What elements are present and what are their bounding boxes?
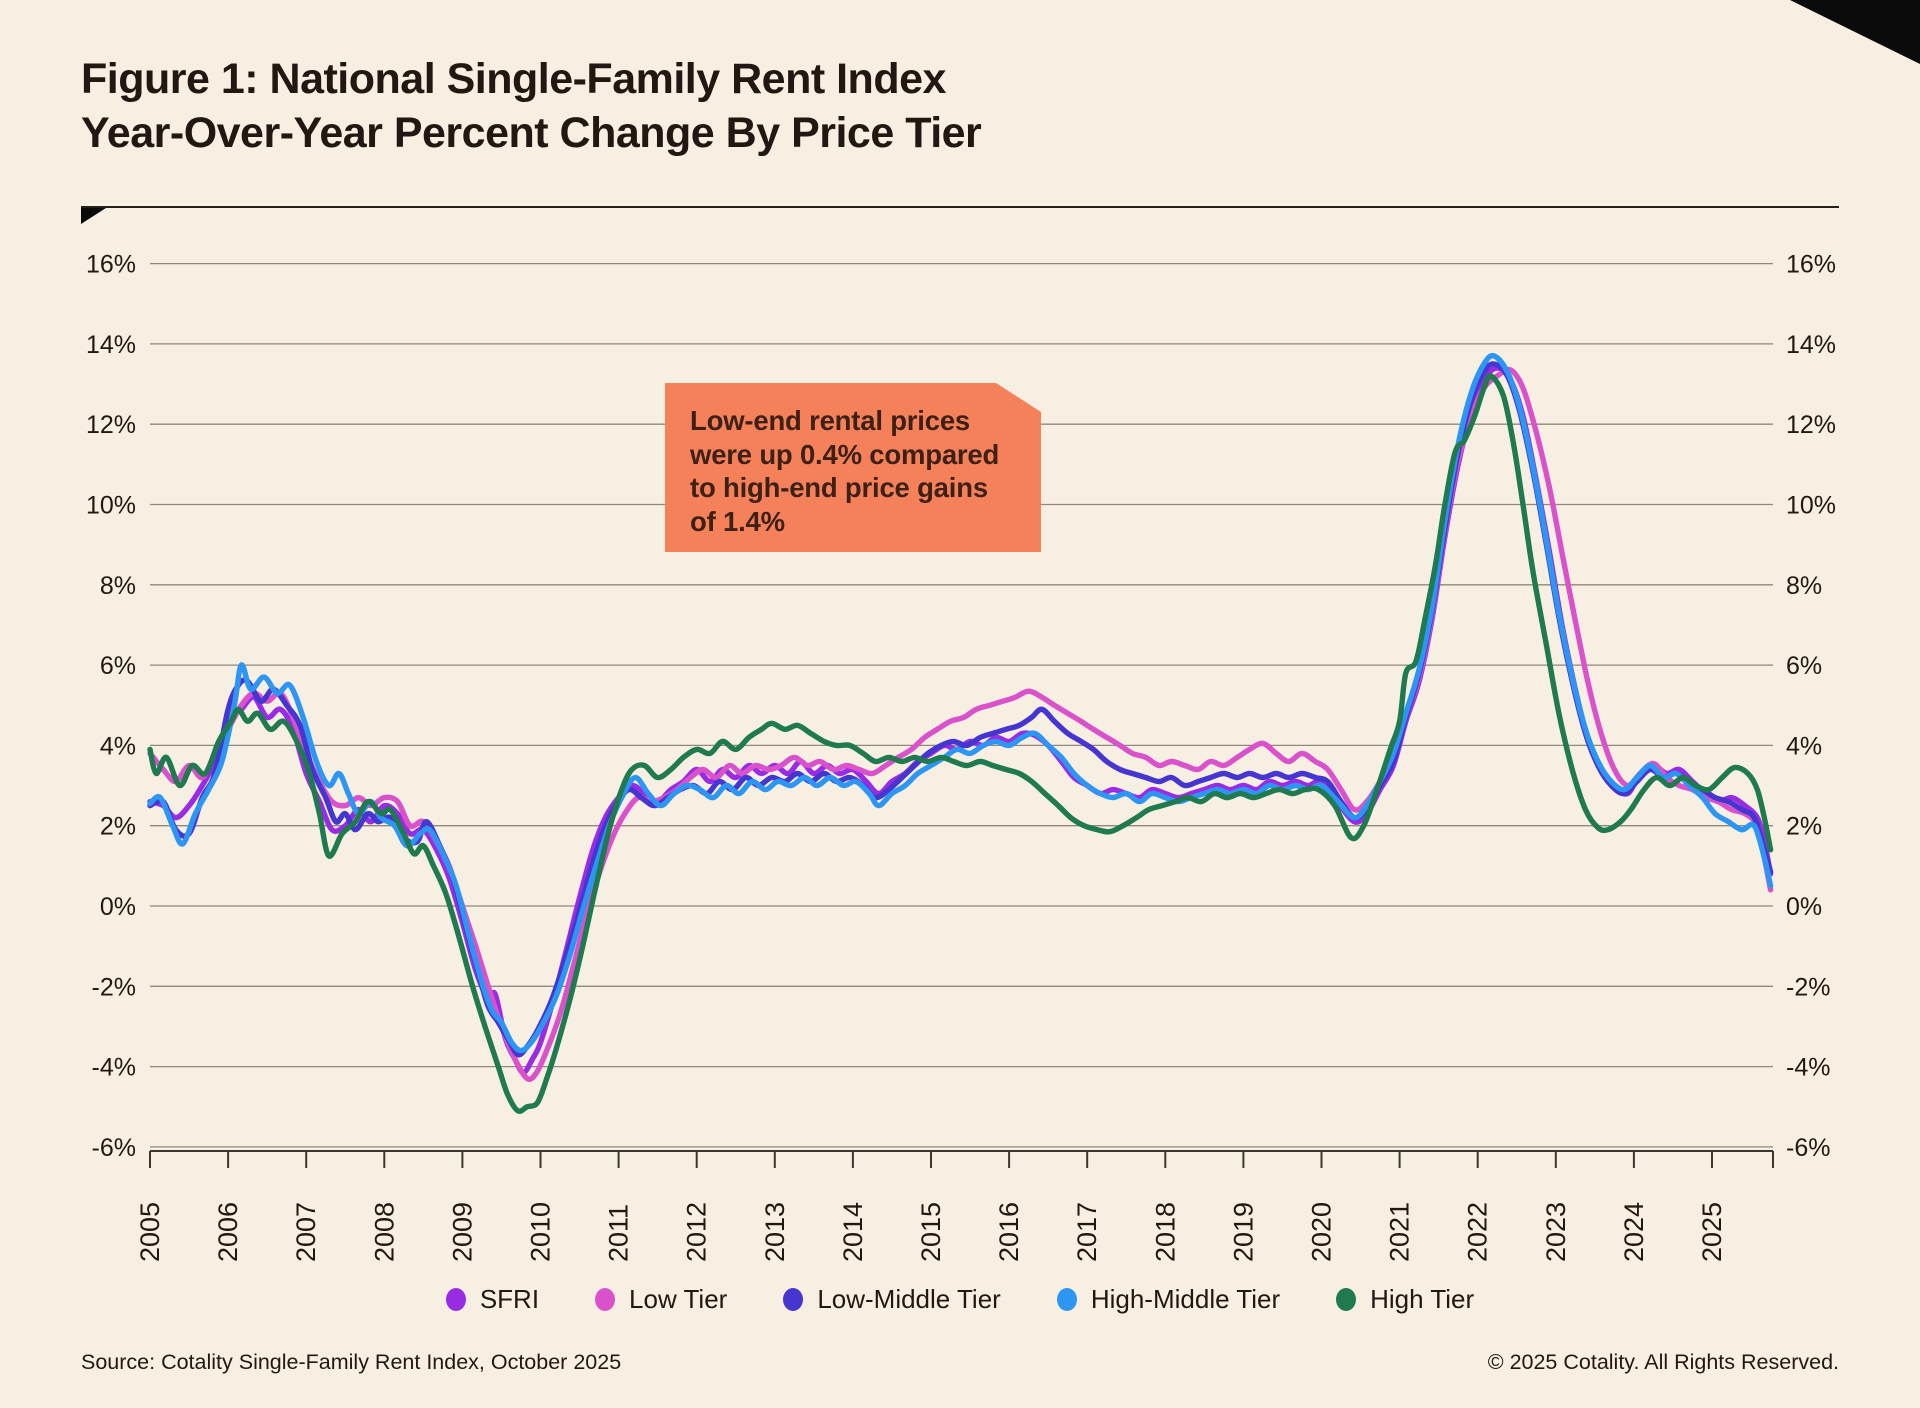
x-axis-year-label: 2009 — [447, 1202, 477, 1262]
legend-item-low-middle-tier: Low-Middle Tier — [783, 1284, 1001, 1315]
figure-title: Figure 1: National Single-Family Rent In… — [81, 55, 982, 157]
y-axis-label-left: 2% — [100, 813, 136, 841]
y-axis-label-right: 0% — [1786, 893, 1822, 921]
legend-item-sfri: SFRI — [445, 1284, 540, 1315]
y-axis-label-right: 2% — [1786, 813, 1822, 841]
legend-label: Low-Middle Tier — [817, 1284, 1001, 1314]
callout-text: Low-end rental prices were up 0.4% compa… — [690, 405, 1000, 537]
legend-label: High-Middle Tier — [1090, 1284, 1281, 1314]
y-axis-label-right: 4% — [1786, 732, 1822, 760]
x-axis-year-label: 2020 — [1307, 1202, 1337, 1262]
x-axis-year-label: 2005 — [135, 1202, 165, 1262]
x-axis-year-label: 2012 — [682, 1202, 712, 1262]
y-axis-label-right: 6% — [1786, 652, 1822, 680]
y-axis-label-left: -4% — [92, 1054, 136, 1082]
x-axis-year-label: 2023 — [1541, 1202, 1571, 1262]
callout-box: Low-end rental prices were up 0.4% compa… — [665, 383, 1041, 552]
y-axis-label-left: -6% — [92, 1134, 136, 1162]
y-axis-label-right: -4% — [1786, 1054, 1830, 1082]
y-axis-label-left: 6% — [100, 652, 136, 680]
x-axis-year-label: 2016 — [994, 1202, 1024, 1262]
legend-dot-icon — [1336, 1288, 1357, 1311]
x-axis-year-label: 2024 — [1619, 1202, 1649, 1262]
x-axis-year-label: 2008 — [369, 1202, 399, 1262]
legend-label: High Tier — [1370, 1284, 1475, 1314]
x-axis-year-label: 2006 — [213, 1202, 243, 1262]
y-axis-label-left: 10% — [86, 492, 136, 520]
legend-dot-icon — [595, 1288, 616, 1311]
figure-footer: Source: Cotality Single-Family Rent Inde… — [81, 1350, 1839, 1375]
y-axis-label-left: 0% — [100, 893, 136, 921]
legend-dot-icon — [783, 1288, 804, 1311]
x-axis-year-label: 2010 — [526, 1202, 556, 1262]
title-divider — [81, 206, 1839, 208]
chart-legend: SFRI Low Tier Low-Middle Tier High-Middle T… — [0, 1284, 1920, 1315]
legend-label: Low Tier — [629, 1284, 728, 1314]
copyright-text: © 2025 Cotality. All Rights Reserved. — [1487, 1350, 1839, 1374]
x-axis-year-label: 2011 — [604, 1204, 634, 1262]
y-axis-label-left: 8% — [100, 572, 136, 600]
x-axis-year-label: 2013 — [760, 1202, 790, 1262]
y-axis-label-right: 14% — [1786, 331, 1836, 359]
legend-item-high-tier: High Tier — [1336, 1284, 1474, 1315]
x-axis-year-label: 2022 — [1463, 1202, 1493, 1262]
y-axis-label-left: 4% — [100, 732, 136, 760]
x-axis-year-label: 2007 — [291, 1202, 321, 1262]
legend-dot-icon — [445, 1288, 466, 1311]
y-axis-label-left: 14% — [86, 331, 136, 359]
y-axis-label-left: 16% — [86, 251, 136, 279]
legend-item-low-tier: Low Tier — [595, 1284, 727, 1315]
x-axis-year-label: 2015 — [916, 1202, 946, 1262]
y-axis-label-left: 12% — [86, 411, 136, 439]
y-axis-label-right: -2% — [1786, 973, 1830, 1001]
x-axis-year-label: 2017 — [1072, 1202, 1102, 1262]
source-text: Source: Cotality Single-Family Rent Inde… — [81, 1350, 622, 1374]
legend-dot-icon — [1056, 1288, 1077, 1311]
y-axis-label-left: -2% — [92, 973, 136, 1001]
x-axis-year-label: 2019 — [1228, 1202, 1258, 1262]
y-axis-label-right: 8% — [1786, 572, 1822, 600]
series-line-high-tier — [147, 373, 1774, 1114]
legend-label: SFRI — [479, 1284, 540, 1314]
y-axis-label-right: 10% — [1786, 492, 1836, 520]
y-axis-label-right: 12% — [1786, 411, 1836, 439]
x-axis-year-label: 2014 — [838, 1202, 868, 1262]
legend-item-high-middle-tier: High-Middle Tier — [1056, 1284, 1281, 1315]
y-axis-label-right: 16% — [1786, 251, 1836, 279]
y-axis-label-right: -6% — [1786, 1134, 1830, 1162]
x-axis-year-label: 2025 — [1697, 1202, 1727, 1262]
x-axis-year-label: 2018 — [1150, 1202, 1180, 1262]
x-axis-year-label: 2021 — [1385, 1202, 1415, 1262]
